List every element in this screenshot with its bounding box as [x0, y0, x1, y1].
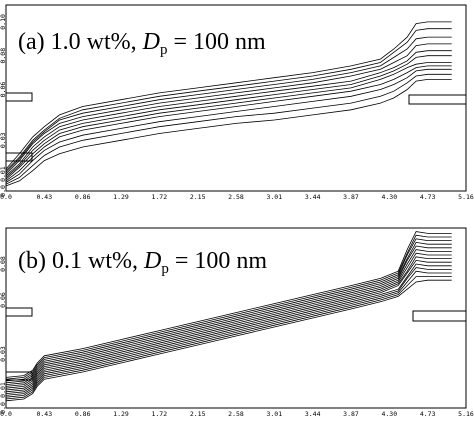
panel-a-x-axis: 0.0 0.43 0.86 1.29 1.72 2.15 2.58 3.01 3.44 3.87 4…	[0, 193, 474, 201]
series-line-11	[5, 241, 452, 384]
x-tick-label: 0.43	[36, 193, 52, 201]
y-tick-label: 0.08	[0, 256, 7, 272]
series-line-4	[5, 65, 452, 182]
x-tick-label: 3.01	[266, 410, 282, 418]
x-tick-label: 0.0	[0, 193, 12, 201]
series-line-10	[5, 245, 452, 385]
y-tick-label: 0.03	[0, 346, 7, 362]
x-tick-label: 3.01	[266, 193, 282, 201]
series-line-10	[5, 28, 452, 171]
series-line-7	[5, 256, 452, 391]
y-tick-label: 0.0	[0, 402, 7, 414]
panel-a-plot-frame	[5, 4, 467, 192]
panel-b-plot-frame	[5, 227, 467, 409]
y-tick-label: 0.01	[0, 382, 7, 398]
y-tick-label: 0.01	[0, 166, 7, 182]
x-tick-label: 3.44	[305, 193, 321, 201]
x-tick-label: 1.72	[151, 410, 167, 418]
y-tick-label: 0.06	[0, 82, 7, 98]
x-tick-label: 1.72	[151, 193, 167, 201]
series-line-13	[5, 234, 452, 380]
series-line-2	[5, 73, 452, 185]
series-line-3	[5, 270, 452, 398]
series-line-12	[5, 238, 452, 382]
series-line-5	[5, 263, 452, 394]
panel-b-y-axis: 0.0 0.01 0.03 0.06 0.08	[0, 256, 7, 414]
x-tick-label: 3.87	[343, 193, 359, 201]
x-tick-label: 3.87	[343, 410, 359, 418]
panel-a-outlet	[408, 94, 466, 105]
series-line-11	[5, 21, 452, 170]
x-tick-label: 0.0	[0, 410, 12, 418]
series-line-6	[5, 259, 452, 393]
series-line-8	[5, 252, 452, 389]
series-line-6	[5, 55, 452, 178]
panel-b-curves	[5, 231, 452, 402]
series-line-1	[5, 79, 452, 187]
y-tick-label: 0.10	[0, 14, 7, 30]
x-tick-label: 5.16	[458, 410, 474, 418]
x-tick-label: 4.73	[420, 193, 436, 201]
series-line-5	[5, 62, 452, 180]
panel-b-title: (b) 0.1 wt%, Dp = 100 nm	[18, 248, 267, 277]
panel-b-x-axis: 0.0 0.43 0.86 1.29 1.72 2.15 2.58 3.01 3.44 3.87 4…	[0, 410, 474, 418]
x-tick-label: 2.15	[190, 193, 206, 201]
series-line-8	[5, 43, 452, 175]
panel-a-chart: (a) 1.0 wt%, Dp = 100 nm 0.0 0.01 0.03 0.06…	[0, 4, 474, 201]
panel-a-y-axis: 0.0 0.01 0.03 0.06 0.08 0.10	[0, 14, 7, 197]
series-line-7	[5, 50, 452, 177]
x-tick-label: 2.58	[228, 193, 244, 201]
x-tick-label: 5.16	[458, 193, 474, 201]
panel-b-inlet-upper	[6, 307, 33, 317]
series-line-14	[5, 231, 452, 378]
series-line-4	[5, 267, 452, 396]
panel-b-outlet	[412, 310, 466, 322]
x-tick-label: 1.29	[113, 193, 129, 201]
x-tick-label: 2.58	[228, 410, 244, 418]
panel-b-chart: (b) 0.1 wt%, Dp = 100 nm 0.0 0.01 0.03 0.06…	[0, 227, 474, 418]
x-tick-label: 1.29	[113, 410, 129, 418]
series-line-3	[5, 68, 452, 183]
x-tick-label: 0.86	[75, 410, 91, 418]
x-tick-label: 0.86	[75, 193, 91, 201]
panel-a-curves	[5, 21, 452, 187]
y-tick-label: 0.0	[0, 185, 7, 197]
x-tick-label: 3.44	[305, 410, 321, 418]
series-line-9	[5, 36, 452, 173]
x-tick-label: 4.73	[420, 410, 436, 418]
x-tick-label: 2.15	[190, 410, 206, 418]
y-tick-label: 0.03	[0, 132, 7, 148]
y-tick-label: 0.08	[0, 48, 7, 64]
panel-a-inlet-upper	[6, 92, 33, 102]
series-line-2	[5, 276, 452, 400]
x-tick-label: 4.30	[381, 410, 397, 418]
y-tick-label: 0.06	[0, 292, 7, 308]
x-tick-label: 0.43	[36, 410, 52, 418]
series-line-9	[5, 249, 452, 387]
x-tick-label: 4.30	[381, 193, 397, 201]
series-line-1	[5, 279, 452, 402]
panel-a-title: (a) 1.0 wt%, Dp = 100 nm	[18, 29, 266, 58]
